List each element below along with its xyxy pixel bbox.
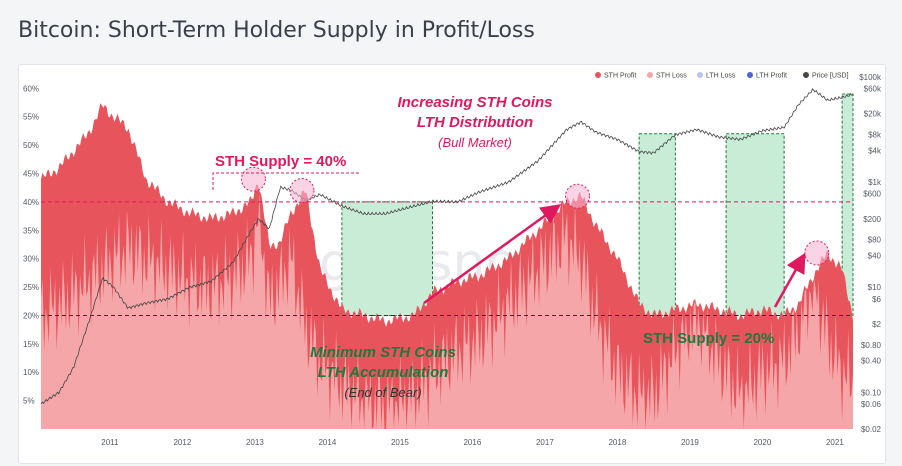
annotation-accumulation-line3: (End of Bear) [344,385,421,400]
y-right-tick: $6 [872,295,881,304]
y-right-tick: $40 [868,252,882,261]
peak-marker-1 [240,166,266,192]
legend-item[interactable]: STH Profit [604,73,636,80]
y-right-tick: $80 [868,236,882,245]
y-right-tick: $0.80 [861,341,882,350]
accumulation-zone-1 [341,201,433,316]
y-left-tick: 25% [23,283,39,292]
y-right-tick: $0.06 [861,400,882,409]
y-right-tick: $0.10 [861,388,882,397]
y-axis-right: $0.02 $0.06 $0.10 $0.40 $0.80 $2 $6 $10 $40 $80 $2… [859,73,882,434]
legend-swatch [595,72,601,78]
legend-item[interactable]: LTH Loss [706,73,736,80]
legend-item[interactable]: STH Loss [656,73,687,80]
chart-legend[interactable]: STH Profit STH Loss LTH Loss LTH Profit Pric… [595,72,849,80]
peak-marker-3 [565,183,590,209]
y-right-tick: $0.02 [861,425,882,434]
bull-arrow [423,204,562,305]
legend-swatch [647,72,653,78]
y-right-tick: $4k [868,146,882,155]
y-left-tick: 50% [23,141,39,150]
y-right-tick: $10 [868,283,882,292]
accumulation-zone-2 [638,133,676,316]
accumulation-zone-3 [725,133,785,316]
annotation-accumulation-title: Minimum STH Coins [310,344,456,361]
price-line [40,88,854,405]
y-left-tick: 10% [23,368,39,377]
x-tick: 2020 [753,438,771,447]
x-tick: 2017 [536,438,554,447]
legend-item[interactable]: LTH Profit [756,73,787,80]
legend-item[interactable]: Price [USD] [812,73,849,80]
page-title: Bitcoin: Short-Term Holder Supply in Pro… [18,18,535,43]
y-left-tick: 5% [23,397,35,406]
sth-40-bracket [212,172,361,190]
x-tick: 2012 [173,438,191,447]
legend-swatch [747,72,753,78]
y-right-tick: $20k [864,110,882,119]
sth-profit-area [41,103,853,429]
y-left-tick: 55% [23,113,39,122]
area-series [41,103,853,429]
y-right-tick: $2 [872,320,881,329]
y-left-tick: 40% [23,198,39,207]
price-series [40,88,854,405]
x-tick: 2016 [463,438,481,447]
annotation-sth-40: STH Supply = 40% [215,153,346,170]
accumulation-zones [341,93,854,316]
x-axis: 2011 2012 2013 2014 2015 2016 2017 2018 2019 2020… [101,438,844,447]
recent-arrow [773,252,806,308]
legend-swatch [803,72,809,78]
peak-markers [240,166,830,266]
legend-swatch [697,72,703,78]
annotation-distribution-title: Increasing STH Coins [397,94,552,111]
y-left-tick: 20% [23,311,39,320]
chart-panel: glassnode 5% 10% 15% 20% 25% 30% 35% 40% 45% 50% 5… [18,64,886,464]
peak-marker-4 [804,240,830,266]
y-right-tick: $8k [868,131,882,140]
y-right-tick: $600 [863,190,881,199]
annotation-sth-20: STH Supply = 20% [643,330,774,347]
y-right-tick: $0.40 [861,357,882,366]
y-right-tick: $1k [868,178,882,187]
x-tick: 2014 [318,438,336,447]
y-left-tick: 45% [23,170,39,179]
y-left-tick: 60% [23,84,39,93]
y-left-tick: 15% [23,340,39,349]
x-tick: 2011 [101,438,119,447]
x-tick: 2013 [246,438,264,447]
y-left-tick: 35% [23,226,39,235]
y-right-tick: $60k [864,85,882,94]
annotation-distribution-line2: LTH Distribution [417,114,533,131]
y-axis-left: 5% 10% 15% 20% 25% 30% 35% 40% 45% 50% 55% 60% [23,84,39,405]
x-tick: 2021 [826,438,844,447]
y-right-tick: $200 [863,215,881,224]
peak-marker-2 [289,178,315,204]
x-tick: 2018 [608,438,626,447]
annotation-accumulation-line2: LTH Accumulation [318,364,449,381]
y-left-tick: 30% [23,255,39,264]
x-tick: 2019 [681,438,699,447]
annotation-distribution-line3: (Bull Market) [438,135,512,150]
y-right-tick: $100k [859,73,882,82]
x-tick: 2015 [391,438,409,447]
chart-svg: glassnode 5%10%15%20%25%30%35%40%45%50%5… [23,72,882,447]
